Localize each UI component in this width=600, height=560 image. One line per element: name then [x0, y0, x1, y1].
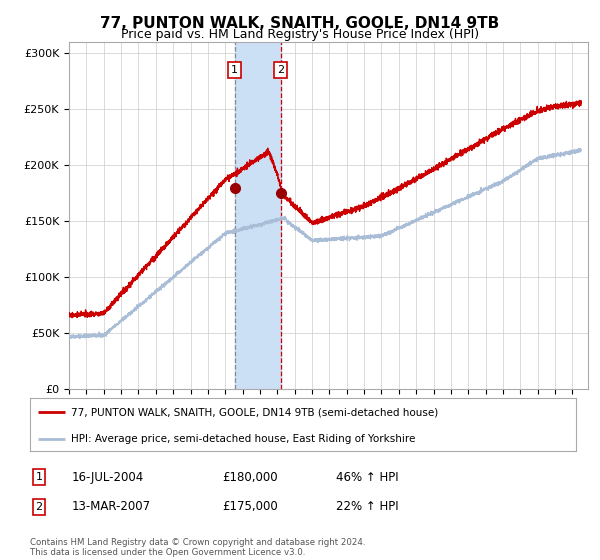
Text: £175,000: £175,000 [222, 500, 278, 514]
Text: HPI: Average price, semi-detached house, East Riding of Yorkshire: HPI: Average price, semi-detached house,… [71, 434, 415, 444]
Text: 77, PUNTON WALK, SNAITH, GOOLE, DN14 9TB (semi-detached house): 77, PUNTON WALK, SNAITH, GOOLE, DN14 9TB… [71, 408, 438, 418]
Text: £180,000: £180,000 [222, 470, 278, 484]
Text: 2: 2 [277, 65, 284, 75]
Text: 22% ↑ HPI: 22% ↑ HPI [336, 500, 398, 514]
Text: 13-MAR-2007: 13-MAR-2007 [72, 500, 151, 514]
Bar [235, 42, 281, 389]
Text: Price paid vs. HM Land Registry's House Price Index (HPI): Price paid vs. HM Land Registry's House … [121, 28, 479, 41]
Text: 1: 1 [231, 65, 238, 75]
Text: 1: 1 [35, 472, 43, 482]
Text: 2: 2 [35, 502, 43, 512]
Text: 46% ↑ HPI: 46% ↑ HPI [336, 470, 398, 484]
Text: 77, PUNTON WALK, SNAITH, GOOLE, DN14 9TB: 77, PUNTON WALK, SNAITH, GOOLE, DN14 9TB [100, 16, 500, 31]
Text: 16-JUL-2004: 16-JUL-2004 [72, 470, 144, 484]
Text: Contains HM Land Registry data © Crown copyright and database right 2024.
This d: Contains HM Land Registry data © Crown c… [30, 538, 365, 557]
